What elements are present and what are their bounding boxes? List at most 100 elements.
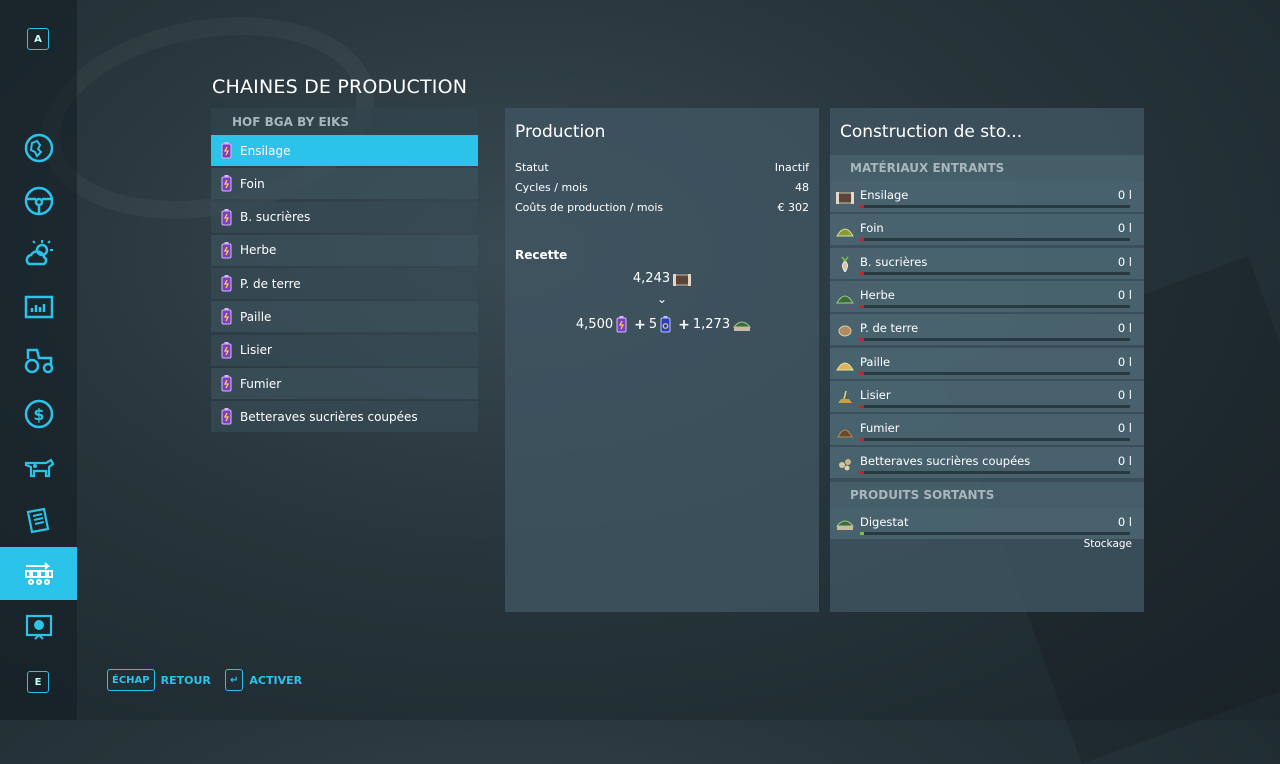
back-button[interactable]: ÉCHAP RETOUR [107, 668, 211, 692]
production-chain-label: Fumier [240, 376, 282, 391]
material-name: B. sucrières [860, 254, 928, 269]
nav-production[interactable] [0, 547, 77, 600]
fill-level [860, 371, 864, 375]
straw-icon [836, 362, 854, 370]
slurry-icon [838, 390, 852, 403]
finances-icon: $ [24, 399, 53, 428]
tractor-icon [24, 348, 53, 373]
potato-icon [838, 325, 852, 337]
battery-icon [221, 142, 232, 159]
fill-level [860, 338, 864, 342]
production-chain-item[interactable]: B. sucrières [211, 201, 478, 233]
escape-key-hint: ÉCHAP [107, 669, 155, 691]
recipe-label: Recette [515, 248, 568, 262]
material-amount: 0 l [1117, 254, 1132, 269]
map-icon [24, 133, 53, 162]
production-chain-item[interactable]: Ensilage [211, 135, 478, 166]
battery-icon [221, 208, 232, 226]
nav-help[interactable] [0, 600, 77, 653]
digestate-icon [836, 520, 854, 530]
fill-level-bar [860, 205, 1130, 208]
hay-icon [836, 228, 854, 237]
material-name: Paille [860, 354, 891, 369]
outputs-header: PRODUITS SORTANTS [830, 482, 1144, 508]
fill-level [860, 471, 864, 475]
key-hint-e: E [27, 671, 49, 693]
recipe-inputs: 4,500 + 5 + 1,273 [505, 316, 819, 333]
material-amount: 0 l [1117, 188, 1132, 202]
material-row: Paille 0 l [830, 347, 1144, 379]
fill-level [860, 438, 864, 442]
production-chain-label: Betteraves sucrières coupées [240, 409, 418, 424]
battery-icon [221, 241, 232, 259]
enter-key-hint: ↵ [225, 669, 244, 691]
production-chain-item[interactable]: Herbe [211, 234, 478, 266]
battery-icon [660, 316, 671, 333]
nav-weather[interactable] [0, 227, 77, 280]
production-icon [24, 561, 53, 585]
material-name: Digestat [860, 515, 909, 529]
weather-icon [25, 239, 53, 265]
nav-vehicle[interactable] [0, 174, 77, 227]
production-chain-item[interactable]: Betteraves sucrières coupées [211, 401, 478, 433]
grass-icon [836, 295, 854, 304]
production-chain-label: Herbe [240, 243, 277, 258]
battery-icon [221, 408, 232, 425]
production-chain-item[interactable]: Foin [211, 168, 478, 200]
battery-icon [221, 175, 232, 192]
nav-garage[interactable] [0, 333, 77, 386]
battery-icon [221, 308, 232, 325]
production-chain-label: Foin [240, 176, 265, 191]
beet-cut-icon [839, 459, 851, 471]
steering-wheel-icon [24, 186, 53, 215]
material-amount: 0 l [1117, 421, 1132, 436]
material-amount: 0 l [1117, 387, 1132, 402]
nav-finances[interactable]: $ [0, 387, 77, 440]
material-amount: 0 l [1117, 354, 1132, 369]
material-amount: 0 l [1117, 221, 1132, 236]
battery-icon [616, 316, 627, 333]
production-panel: Production Statut Inactif Cycles / mois … [505, 108, 819, 612]
fill-level [860, 238, 864, 242]
nav-statistics[interactable] [0, 280, 77, 333]
fill-level-bar [860, 404, 1130, 408]
battery-icon [221, 275, 232, 292]
stat-label: Coûts de production / mois [515, 201, 664, 214]
production-chain-label: Paille [240, 309, 272, 324]
production-chain-label: B. sucrières [240, 210, 311, 225]
silage-icon [836, 192, 854, 204]
fill-level [860, 271, 864, 275]
fill-level [860, 404, 864, 408]
production-chain-item[interactable]: P. de terre [211, 268, 478, 300]
production-title: Production [515, 122, 606, 142]
material-row: Ensilage 0 l [830, 181, 1144, 212]
nav-contracts[interactable] [0, 493, 77, 546]
production-chain-item[interactable]: Paille [211, 301, 478, 333]
storage-title: Construction de sto... [840, 122, 1023, 142]
stat-cycles: Cycles / mois 48 [515, 181, 809, 194]
animals-icon [24, 457, 54, 477]
activate-label: ACTIVER [249, 673, 303, 687]
output-mode-label[interactable]: Stockage [1083, 538, 1132, 550]
sidebar: A $ E [0, 0, 77, 720]
fill-level-bar [860, 338, 1130, 342]
material-row: Digestat 0 l [830, 508, 1144, 539]
material-amount: 0 l [1117, 515, 1132, 529]
material-row: P. de terre 0 l [830, 314, 1144, 346]
fill-level-bar [860, 532, 1130, 535]
production-chain-item[interactable]: Lisier [211, 334, 478, 366]
production-chain-item[interactable]: Fumier [211, 368, 478, 400]
material-row: Lisier 0 l [830, 380, 1144, 412]
material-name: P. de terre [860, 321, 919, 336]
activate-button[interactable]: ↵ ACTIVER [225, 668, 302, 692]
fill-level-bar [860, 238, 1130, 242]
inputs-header: MATÉRIAUX ENTRANTS [830, 155, 1144, 181]
recipe-arrow: ⌄ [656, 292, 668, 306]
fill-level-bar [860, 304, 1130, 308]
fill-level-bar [860, 271, 1130, 275]
nav-animals[interactable] [0, 440, 77, 493]
manure-icon [837, 429, 853, 438]
battery-icon [221, 375, 232, 392]
storage-panel: Construction de sto... MATÉRIAUX ENTRANT… [830, 108, 1144, 612]
nav-map[interactable] [0, 121, 77, 174]
